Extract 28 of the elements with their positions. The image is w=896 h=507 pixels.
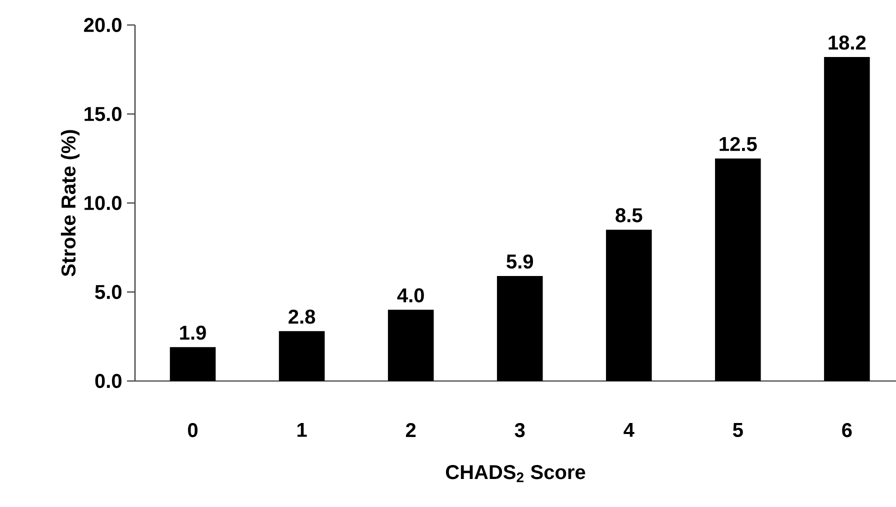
y-tick-label: 0.0 (95, 374, 122, 388)
y-tick-label: 10.0 (84, 196, 122, 210)
y-tick-label: 20.0 (84, 18, 122, 32)
x-tick-label: 2 (406, 423, 416, 438)
data-label: 8.5 (616, 208, 642, 222)
bar (715, 158, 761, 381)
data-label: 5.9 (506, 254, 534, 269)
x-tick-label: 4 (624, 423, 634, 437)
bar (278, 331, 325, 381)
y-tick-label: 15.0 (84, 106, 122, 122)
x-tick-label: 1 (298, 423, 307, 437)
bar (170, 347, 216, 381)
bar (388, 310, 434, 381)
data-label: 1.9 (180, 326, 206, 340)
bar (824, 57, 870, 381)
data-label: 4.0 (397, 288, 424, 302)
data-label: 12.5 (720, 136, 757, 152)
bar (606, 230, 652, 381)
x-tick-label: 6 (842, 423, 852, 438)
bar (496, 276, 543, 381)
x-tick-label: 5 (732, 423, 743, 437)
x-axis-title: CHADS$_{2}$ Score (446, 465, 586, 482)
x-tick-label: 3 (514, 423, 525, 438)
x-tick-label: 0 (188, 423, 198, 438)
y-axis-title: Stroke Rate (%) (60, 130, 80, 276)
data-label: 18.2 (828, 35, 866, 50)
y-tick-label: 5.0 (95, 284, 122, 300)
data-label: 2.8 (288, 310, 316, 324)
